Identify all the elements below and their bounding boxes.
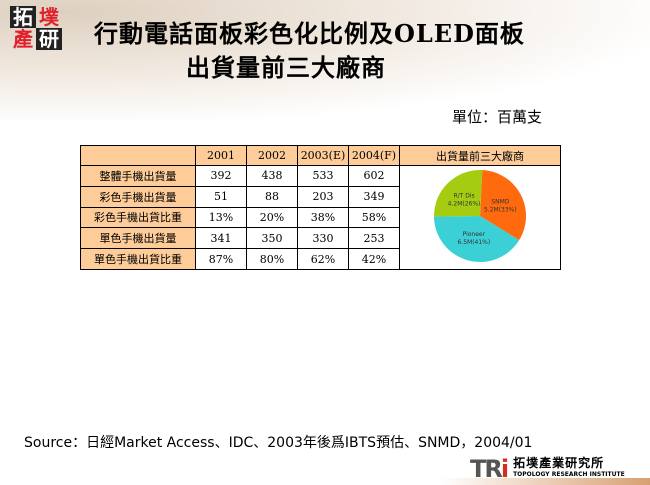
row-label: 單色手機出貨比重 [80, 248, 196, 270]
value-cell: 253 [348, 227, 400, 250]
header-cell: 2001 [195, 145, 247, 166]
value-cell: 20% [246, 206, 298, 229]
pie-slice-pioneer [434, 216, 520, 262]
pie-cell: SNMD 5.2M(33%) Pioneer 6.5M(41%) R/T Dis 4.2M… [399, 165, 561, 270]
value-cell: 438 [246, 165, 298, 187]
title-line-2: 出貨量前三大廠商 [186, 53, 386, 82]
table-row: 單色手機出貨比重 87% 80% 62% 42% [80, 248, 561, 270]
title-line-1: 行動電話面板彩色化比例及OLED面板 [94, 19, 525, 48]
brand-cn: 拓墣產業研究所 [513, 456, 605, 470]
tri-mark: TRi [470, 455, 509, 483]
pie-slice-snmd [480, 170, 526, 241]
header-cell [80, 145, 196, 166]
footer-bar [440, 478, 650, 485]
value-cell: 51 [195, 185, 247, 208]
value-cell: 602 [348, 165, 400, 187]
value-cell: 533 [297, 165, 349, 187]
value-cell: 42% [348, 248, 400, 270]
logo-char: 產 [13, 27, 33, 51]
logo-char: 研 [36, 28, 62, 50]
pie-label: 4.2M(26%) [448, 200, 481, 207]
logo-char: 墣 [39, 5, 59, 29]
map-background [0, 0, 650, 120]
tri-logo: TRi 拓墣產業研究所 TOPOLOGY RESEARCH INSTITUTE [470, 455, 625, 483]
header-cell: 出貨量前三大廠商 [399, 145, 561, 166]
table-row: 整體手機出貨量 392 438 533 602 SNMD 5.2M(33%) Pioneer 6… [80, 165, 561, 270]
pie-label: Pioneer [463, 231, 486, 238]
value-cell: 38% [297, 206, 349, 229]
value-cell: 330 [297, 227, 349, 250]
value-cell: 80% [246, 248, 298, 270]
table-row: 彩色手機出貨比重 13% 20% 38% 58% [80, 206, 561, 229]
header-cell: 2004(F) [348, 145, 400, 166]
table-row: 彩色手機出貨量 51 88 203 349 [80, 185, 561, 208]
unit-label: 單位：百萬支 [452, 108, 543, 126]
header-cell: 2003(E) [297, 145, 349, 166]
logo: 拓 墣 產 研 [10, 6, 62, 50]
value-cell: 341 [195, 227, 247, 250]
pie-label: SNMD [491, 198, 509, 205]
value-cell: 350 [246, 227, 298, 250]
value-cell: 392 [195, 165, 247, 187]
pie-slice-rtdis [434, 170, 483, 217]
value-cell: 203 [297, 185, 349, 208]
value-cell: 62% [297, 248, 349, 270]
table-header-row: 2001 2002 2003(E) 2004(F) 出貨量前三大廠商 [80, 145, 561, 166]
row-label: 單色手機出貨量 [80, 227, 196, 250]
value-cell: 88 [246, 185, 298, 208]
pie-label: R/T Dis [453, 192, 474, 199]
value-cell: 87% [195, 248, 247, 270]
value-cell: 58% [348, 206, 400, 229]
row-label: 整體手機出貨量 [80, 165, 196, 187]
value-cell: 349 [348, 185, 400, 208]
row-label: 彩色手機出貨量 [80, 185, 196, 208]
pie-label: 6.5M(41%) [457, 239, 490, 246]
row-label: 彩色手機出貨比重 [80, 206, 196, 229]
value-cell: 13% [195, 206, 247, 229]
source-note: Source：日經Market Access、IDC、2003年後爲IBTS預估… [24, 435, 533, 451]
header-cell: 2002 [246, 145, 298, 166]
brand-en: TOPOLOGY RESEARCH INSTITUTE [513, 471, 625, 478]
pie-label: 5.2M(33%) [484, 206, 517, 213]
logo-char: 拓 [10, 6, 36, 28]
data-table: 2001 2002 2003(E) 2004(F) 出貨量前三大廠商 整體手機出… [80, 145, 561, 270]
